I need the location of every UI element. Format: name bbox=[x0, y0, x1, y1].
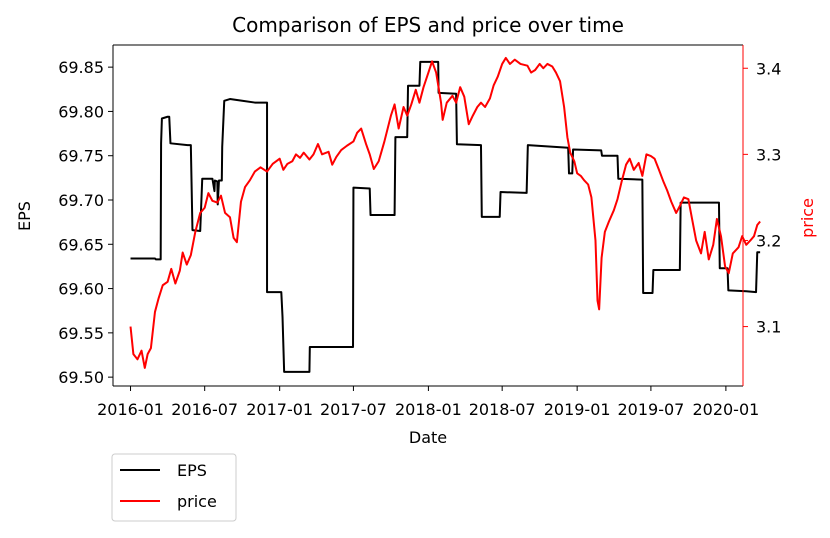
left-y-axis-label: EPS bbox=[15, 201, 34, 231]
left-tick-label: 69.60 bbox=[58, 280, 104, 299]
legend: EPS price bbox=[111, 453, 237, 522]
x-tick-label: 2016-01 bbox=[97, 400, 164, 419]
right-y-axis-label: price bbox=[798, 198, 817, 238]
left-tick-label: 69.70 bbox=[58, 191, 104, 210]
left-tick-label: 69.55 bbox=[58, 324, 104, 343]
legend-label-eps: EPS bbox=[177, 461, 207, 480]
left-tick-label: 69.85 bbox=[58, 58, 104, 77]
x-tick-label: 2016-07 bbox=[171, 400, 238, 419]
x-tick-label: 2017-01 bbox=[246, 400, 313, 419]
chart-title: Comparison of EPS and price over time bbox=[232, 13, 624, 37]
x-axis-ticks: 2016-01 2016-07 2017-01 2017-07 2018-01 2018-… bbox=[97, 386, 759, 419]
left-tick-label: 69.50 bbox=[58, 368, 104, 387]
right-tick-label: 3.3 bbox=[756, 145, 781, 164]
x-tick-label: 2018-07 bbox=[469, 400, 536, 419]
x-axis-label: Date bbox=[409, 428, 447, 447]
x-tick-label: 2020-01 bbox=[692, 400, 759, 419]
legend-label-price: price bbox=[177, 492, 217, 511]
right-tick-label: 3.2 bbox=[756, 231, 781, 250]
series-line-price bbox=[129, 56, 761, 369]
x-tick-label: 2017-07 bbox=[320, 400, 387, 419]
left-axis-ticks: 69.50 69.55 69.60 69.65 69.70 69.75 69.80 69.85 bbox=[58, 58, 113, 387]
right-tick-label: 3.1 bbox=[756, 318, 781, 337]
x-tick-label: 2018-01 bbox=[395, 400, 462, 419]
left-tick-label: 69.80 bbox=[58, 102, 104, 121]
legend-box bbox=[111, 453, 237, 522]
right-tick-label: 3.4 bbox=[756, 59, 781, 78]
left-tick-label: 69.65 bbox=[58, 235, 104, 254]
series-line-eps bbox=[130, 60, 761, 373]
series-layer bbox=[129, 56, 761, 373]
left-tick-label: 69.75 bbox=[58, 147, 104, 166]
x-tick-label: 2019-07 bbox=[617, 400, 684, 419]
right-axis-ticks: 3.1 3.2 3.3 3.4 bbox=[743, 59, 781, 337]
x-tick-label: 2019-01 bbox=[544, 400, 611, 419]
